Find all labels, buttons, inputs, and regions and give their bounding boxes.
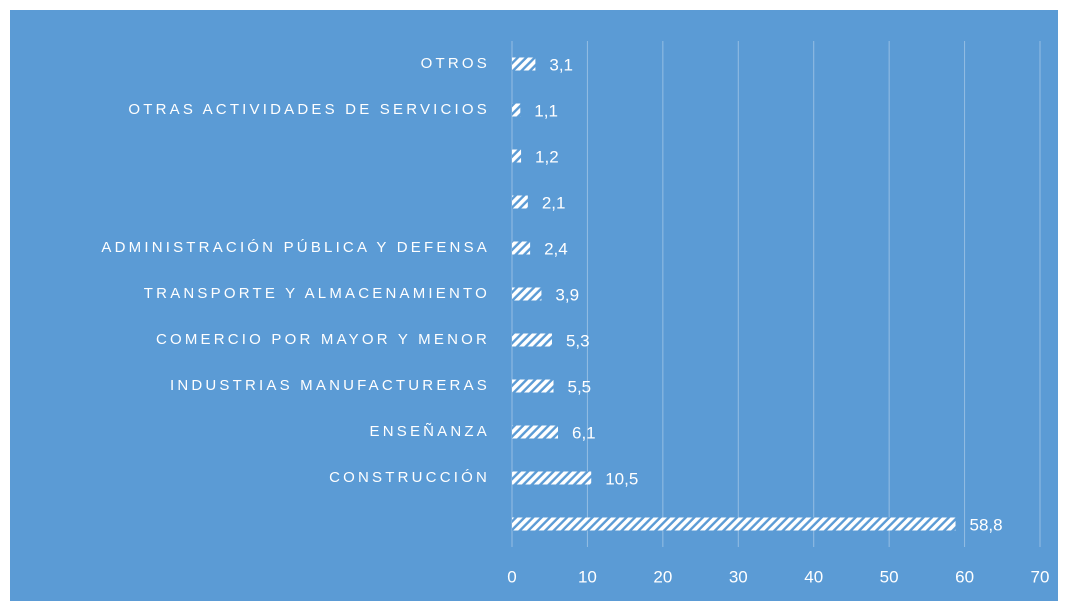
value-label: 1,1 xyxy=(534,101,558,120)
bar xyxy=(512,471,592,485)
value-label: 2,1 xyxy=(542,193,566,212)
x-tick-label: 20 xyxy=(653,567,672,586)
value-label: 6,1 xyxy=(572,423,596,442)
x-tick-label: 10 xyxy=(578,567,597,586)
y-tick-label: ADMINISTRACIÓN PÚBLICA Y DEFENSA xyxy=(101,239,490,256)
x-tick-label: 70 xyxy=(1031,567,1050,586)
value-label: 5,3 xyxy=(566,331,590,350)
x-tick-label: 50 xyxy=(880,567,899,586)
value-label: 1,2 xyxy=(535,147,559,166)
bar xyxy=(512,57,536,71)
y-tick-label: OTROS xyxy=(421,55,490,72)
bar xyxy=(512,149,522,163)
y-tick-label: INDUSTRIAS MANUFACTURERAS xyxy=(170,377,490,394)
y-tick-label: ENSEÑANZA xyxy=(370,423,491,440)
y-tick-label: CONSTRUCCIÓN xyxy=(329,469,490,486)
x-tick-label: 0 xyxy=(507,567,516,586)
bar xyxy=(512,425,559,439)
bar xyxy=(512,379,554,393)
chart-background xyxy=(10,10,1058,601)
value-label: 58,8 xyxy=(970,515,1003,534)
x-tick-label: 30 xyxy=(729,567,748,586)
x-tick-label: 40 xyxy=(804,567,823,586)
value-label: 10,5 xyxy=(605,469,638,488)
bar xyxy=(512,287,542,301)
value-label: 3,9 xyxy=(555,285,579,304)
y-tick-label: TRANSPORTE Y ALMACENAMIENTO xyxy=(144,285,490,302)
bar xyxy=(512,517,956,531)
bar xyxy=(512,103,521,117)
y-tick-label: OTRAS ACTIVIDADES DE SERVICIOS xyxy=(128,101,490,118)
y-tick-label: COMERCIO POR MAYOR Y MENOR xyxy=(156,331,490,348)
bar xyxy=(512,195,528,209)
value-label: 3,1 xyxy=(549,55,573,74)
x-tick-label: 60 xyxy=(955,567,974,586)
value-label: 5,5 xyxy=(567,377,591,396)
bar xyxy=(512,241,531,255)
value-label: 2,4 xyxy=(544,239,568,258)
bar xyxy=(512,333,552,347)
